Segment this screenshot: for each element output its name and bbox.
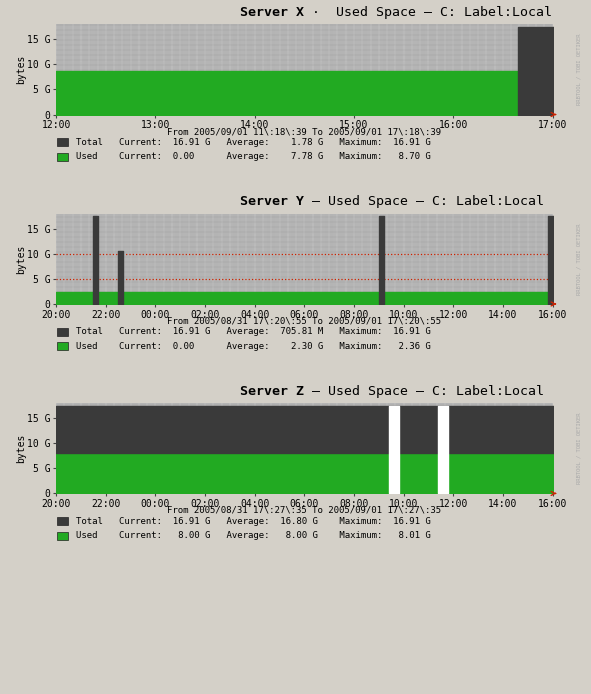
Y-axis label: bytes: bytes xyxy=(16,244,25,273)
Text: Server Y: Server Y xyxy=(241,195,304,208)
Text: Total   Current:  16.91 G   Average:  16.80 G    Maximum:  16.91 G: Total Current: 16.91 G Average: 16.80 G … xyxy=(76,517,430,525)
Text: – Used Space – C: Label:Local: – Used Space – C: Label:Local xyxy=(304,195,544,208)
Text: RRBTOOL / TOBI OETIKER: RRBTOOL / TOBI OETIKER xyxy=(577,412,582,484)
Text: From 2005/09/01 11\:18\:39 To 2005/09/01 17\:18\:39: From 2005/09/01 11\:18\:39 To 2005/09/01… xyxy=(167,127,441,136)
Y-axis label: bytes: bytes xyxy=(16,434,25,463)
Text: Used    Current:  0.00      Average:    7.78 G   Maximum:   8.70 G: Used Current: 0.00 Average: 7.78 G Maxim… xyxy=(76,153,430,161)
Text: RRBTOOL / TOBI OETIKER: RRBTOOL / TOBI OETIKER xyxy=(577,33,582,105)
Text: RRBTOOL / TOBI OETIKER: RRBTOOL / TOBI OETIKER xyxy=(577,223,582,295)
Text: Server X: Server X xyxy=(241,6,304,19)
Text: From 2005/08/31 17\:20\:55 To 2005/09/01 17\:20\:55: From 2005/08/31 17\:20\:55 To 2005/09/01… xyxy=(167,316,441,325)
Text: – Used Space – C: Label:Local: – Used Space – C: Label:Local xyxy=(304,384,544,398)
Text: Used    Current:  0.00      Average:    2.30 G   Maximum:   2.36 G: Used Current: 0.00 Average: 2.30 G Maxim… xyxy=(76,342,430,350)
Text: Total   Current:  16.91 G   Average:    1.78 G   Maximum:  16.91 G: Total Current: 16.91 G Average: 1.78 G M… xyxy=(76,138,430,146)
Text: Total   Current:  16.91 G   Average:  705.81 M   Maximum:  16.91 G: Total Current: 16.91 G Average: 705.81 M… xyxy=(76,328,430,336)
Text: Server Z: Server Z xyxy=(241,384,304,398)
Y-axis label: bytes: bytes xyxy=(16,55,25,84)
Text: Used    Current:   8.00 G   Average:   8.00 G    Maximum:   8.01 G: Used Current: 8.00 G Average: 8.00 G Max… xyxy=(76,532,430,540)
Text: ·  Used Space – C: Label:Local: · Used Space – C: Label:Local xyxy=(304,6,553,19)
Text: From 2005/08/31 17\:27\:35 To 2005/09/01 17\:27\:35: From 2005/08/31 17\:27\:35 To 2005/09/01… xyxy=(167,506,441,515)
